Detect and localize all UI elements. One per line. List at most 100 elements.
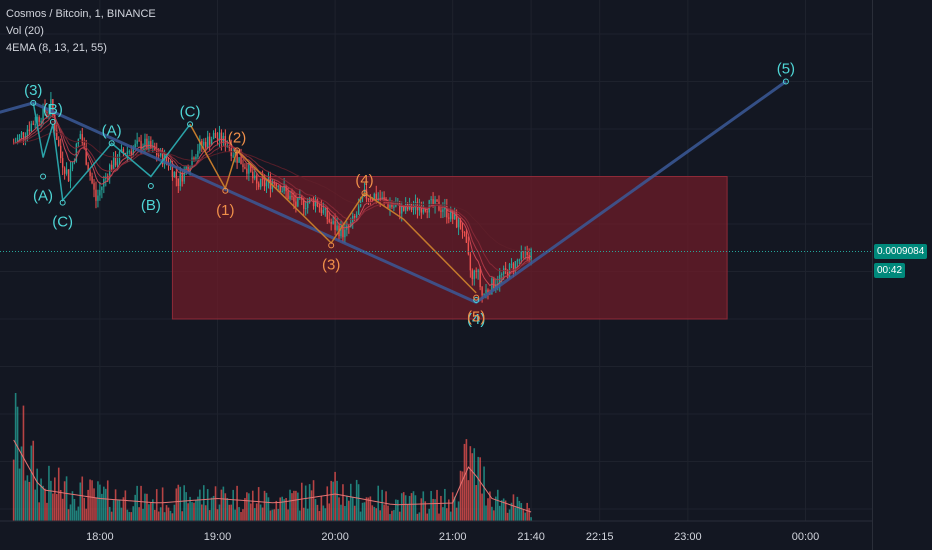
candle-body (367, 198, 370, 200)
wave-point (59, 199, 66, 206)
candle-body (305, 208, 307, 210)
volume-legend[interactable]: Vol (20) (6, 25, 44, 37)
candle-body (289, 195, 291, 200)
volume-bar (471, 453, 474, 521)
volume-bar (61, 498, 64, 521)
candle-body (116, 161, 119, 166)
volume-bar (491, 506, 493, 521)
candle-body (324, 208, 326, 210)
ema-line (13, 121, 532, 272)
volume-bar (500, 500, 503, 521)
volume-bar (55, 494, 58, 521)
ema-legend[interactable]: 4EMA (8, 13, 21, 55) (6, 42, 107, 54)
volume-bar (316, 504, 319, 521)
symbol-legend[interactable]: Cosmos / Bitcoin, 1, BINANCE (6, 8, 156, 20)
volume-bar (226, 498, 229, 521)
volume-bar (302, 507, 305, 521)
volume-bar (338, 497, 340, 521)
volume-bar (328, 503, 331, 521)
volume-bar (89, 479, 91, 521)
candle-body (109, 164, 111, 179)
volume-bar (50, 480, 52, 521)
candle-body (381, 197, 383, 200)
candle-body (473, 270, 475, 280)
volume-bar (287, 509, 289, 521)
candle-body (512, 263, 515, 271)
candle-body (263, 179, 266, 187)
current-price-tag: 0.0009084 (874, 244, 928, 259)
candle-body (212, 132, 215, 140)
candle-body (387, 202, 389, 208)
volume-bar (320, 496, 323, 521)
candle-body (158, 155, 160, 157)
volume-bar (238, 507, 240, 521)
volume-bar (120, 507, 123, 521)
candle-body (471, 270, 473, 280)
volume-bar (322, 505, 325, 521)
candle-body (322, 209, 325, 214)
candle-body (348, 225, 350, 227)
candle-body (308, 198, 311, 203)
candle-body (34, 124, 36, 126)
candle-body (475, 270, 477, 272)
volume-bar (54, 477, 56, 521)
candle-body (95, 189, 97, 201)
volume-bar (12, 459, 15, 521)
volume-bar (242, 509, 244, 521)
candle-body (38, 117, 40, 122)
candle-body (501, 274, 503, 276)
volume-bar (250, 503, 252, 521)
wave-label: (5) (467, 309, 485, 326)
candle-body (207, 136, 209, 148)
wave-point (234, 147, 241, 154)
volume-bar (38, 502, 40, 521)
candle-body (420, 206, 423, 213)
volume-bar (406, 503, 409, 521)
volume-bar (277, 508, 280, 521)
candle-body (428, 200, 430, 213)
volume-bar (153, 509, 156, 521)
volume-bar (206, 489, 209, 521)
candle-body (93, 183, 95, 190)
volume-bar (397, 499, 399, 521)
volume-bar (424, 501, 427, 521)
candle-body (142, 146, 144, 150)
candle-body (283, 185, 285, 191)
volume-bar (251, 490, 254, 521)
volume-bar (473, 448, 476, 521)
volume-bar (224, 493, 227, 521)
volume-bar (489, 491, 491, 521)
volume-ma-line (13, 439, 532, 513)
candle-body (354, 216, 356, 218)
candle-body (150, 141, 152, 149)
candle-body (161, 150, 164, 165)
volume-bar (142, 508, 144, 521)
volume-bar (446, 508, 448, 521)
volume-bar (299, 510, 301, 521)
volume-bar (79, 482, 82, 521)
volume-bar (34, 489, 37, 521)
volume-bar (291, 493, 293, 521)
candle-body (487, 289, 489, 293)
volume-bar (326, 486, 329, 521)
candle-body (312, 198, 315, 207)
candle-body (479, 270, 481, 288)
volume-bar (255, 503, 258, 521)
candle-body (404, 203, 407, 211)
volume-bar (214, 486, 217, 521)
wave-point (40, 173, 47, 180)
volume-bar (363, 502, 366, 521)
candle-body (240, 157, 242, 165)
volume-bar (244, 498, 246, 521)
candle-body (71, 162, 74, 169)
ema-line (13, 131, 532, 252)
volume-bar (467, 480, 470, 521)
wave-label: (2) (228, 129, 246, 146)
volume-bar (312, 480, 315, 521)
volume-bar (522, 509, 525, 521)
candle-body (234, 152, 236, 156)
volume-bar (136, 485, 138, 521)
candle-body (101, 186, 103, 191)
candle-body (205, 141, 207, 148)
